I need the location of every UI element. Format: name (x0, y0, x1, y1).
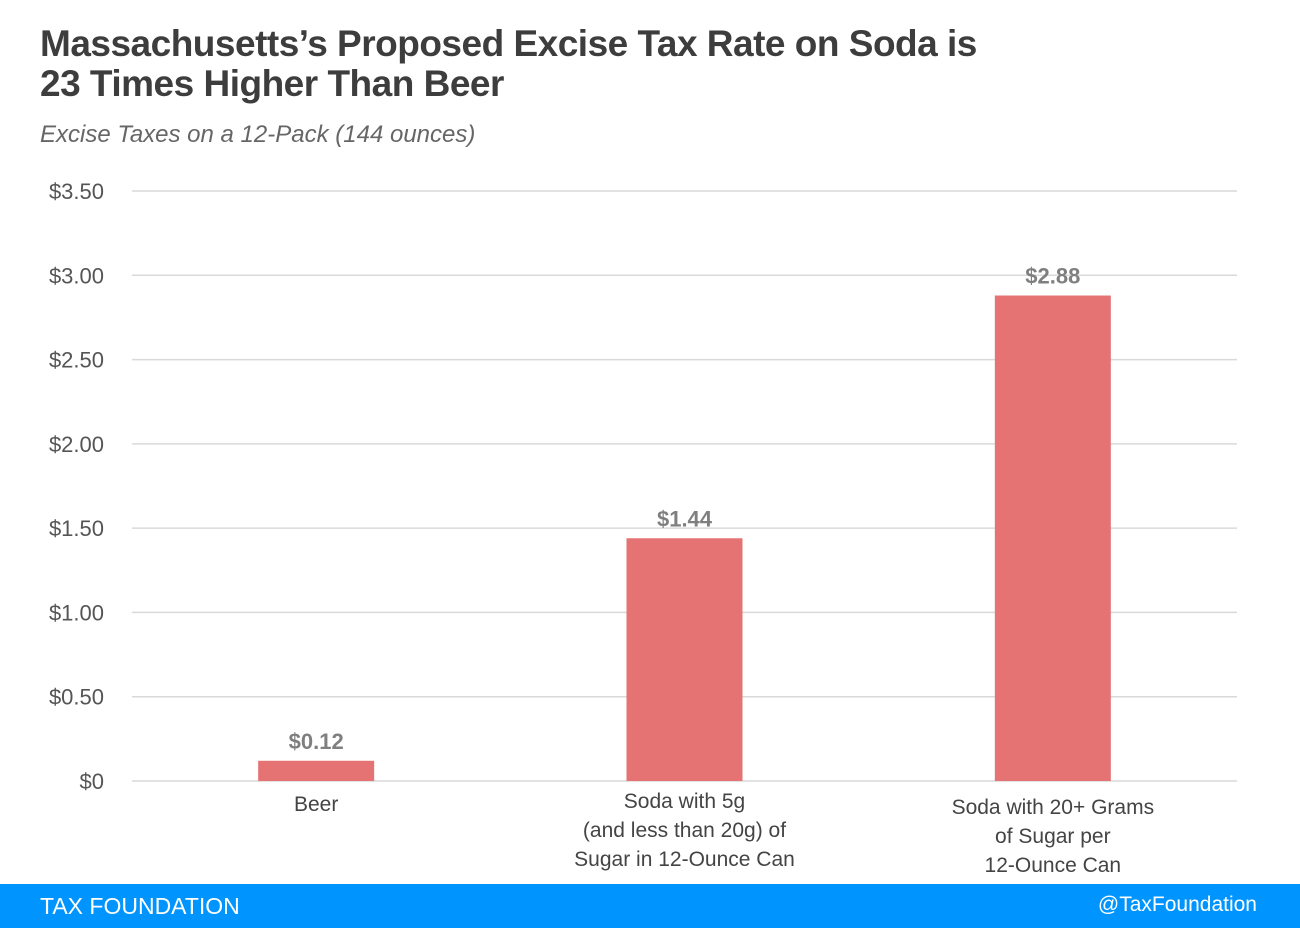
x-tick-label: of Sugar per (995, 825, 1111, 848)
y-tick-label: $2.00 (49, 432, 104, 457)
data-label: $0.12 (289, 729, 344, 754)
x-tick-label: Sugar in 12-Ounce Can (574, 848, 795, 871)
y-tick-label: $0 (80, 769, 104, 794)
y-tick-label: $0.50 (49, 685, 104, 710)
y-axis-ticks: $0 $0.50 $1.00 $1.50 $2.00 $2.50 $3.00 $3.50 (49, 179, 104, 794)
bar (626, 538, 743, 781)
bar-chart: $0 $0.50 $1.00 $1.50 $2.00 $2.50 $3.00 $3.50 $0… (49, 179, 1237, 877)
x-axis-labels: Beer Soda with 5g (and less than 20g) of Su… (294, 790, 1154, 877)
x-tick-label: Soda with 5g (624, 790, 745, 813)
footer-bar: TAX FOUNDATION @TaxFoundation (0, 884, 1300, 928)
y-tick-label: $1.00 (49, 600, 104, 625)
bars (258, 295, 1111, 781)
bar (994, 295, 1111, 781)
y-tick-label: $1.50 (49, 516, 104, 541)
x-tick-label: (and less than 20g) of (583, 819, 786, 842)
y-tick-label: $2.50 (49, 348, 104, 373)
chart-title: Massachusetts’s Proposed Excise Tax Rate… (40, 24, 1140, 104)
y-tick-label: $3.00 (49, 263, 104, 288)
x-tick-label: Soda with 20+ Grams (952, 796, 1155, 819)
title-line-1: Massachusetts’s Proposed Excise Tax Rate… (40, 23, 977, 64)
data-label: $2.88 (1025, 264, 1080, 289)
footer-brand: TAX FOUNDATION (40, 893, 240, 919)
footer-handle: @TaxFoundation (1097, 893, 1257, 916)
x-tick-label: 12-Ounce Can (985, 854, 1122, 877)
title-line-2: 23 Times Higher Than Beer (40, 63, 504, 104)
bar (258, 760, 375, 781)
chart-subtitle: Excise Taxes on a 12-Pack (144 ounces) (40, 121, 476, 148)
y-tick-label: $3.50 (49, 179, 104, 204)
data-label: $1.44 (657, 506, 713, 531)
x-tick-label: Beer (294, 793, 338, 816)
data-labels: $0.12 $1.44 $2.88 (289, 264, 1081, 754)
